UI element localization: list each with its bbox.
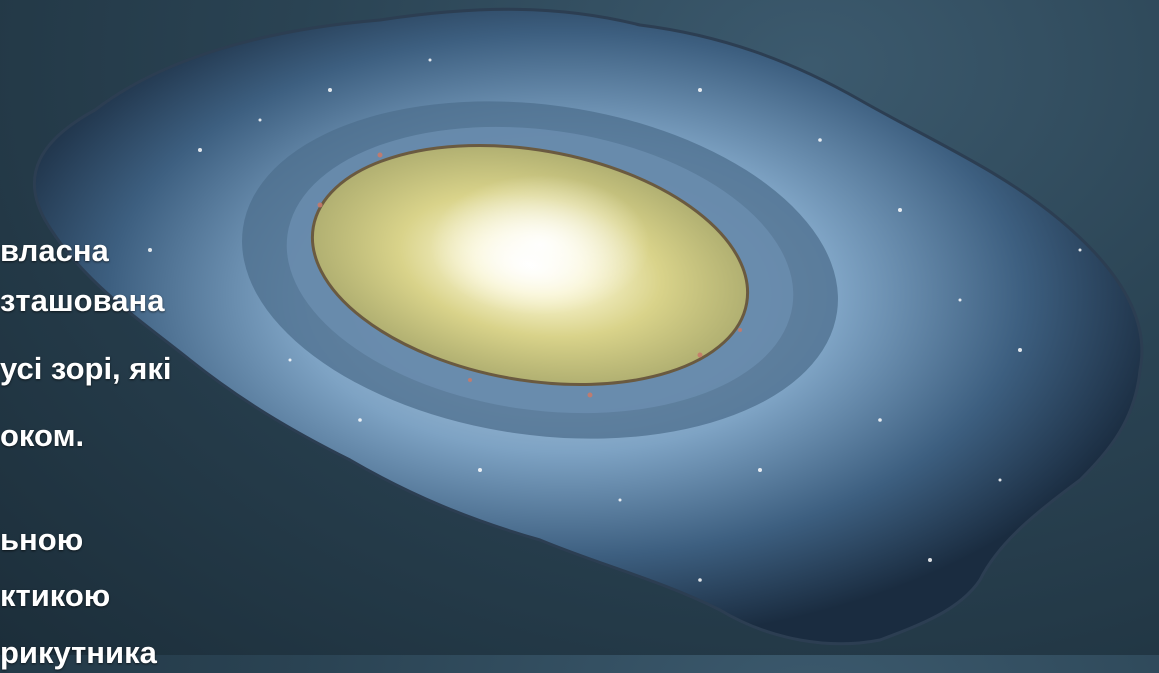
galaxy-image (32, 7, 1144, 646)
star-field (148, 58, 1082, 582)
red-star-clusters (317, 152, 742, 398)
